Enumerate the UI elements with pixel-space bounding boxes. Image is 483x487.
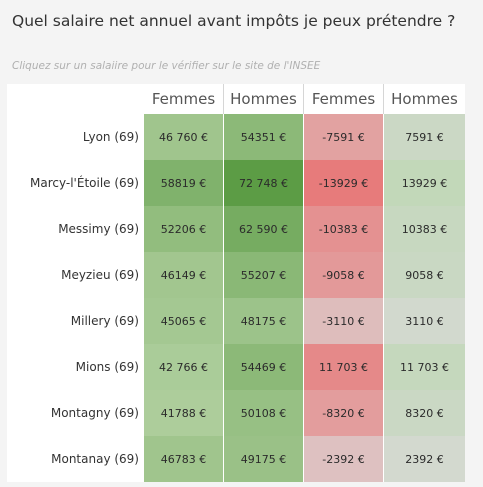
cell-ecart-hommes[interactable]: 10383 € [384, 206, 465, 252]
cell-femmes[interactable]: 46 760 € [144, 114, 223, 160]
cell-ecart-femmes[interactable]: -13929 € [304, 160, 383, 206]
cell-ecart-femmes[interactable]: -2392 € [304, 436, 383, 482]
cell-femmes[interactable]: 42 766 € [144, 344, 223, 390]
cell-hommes[interactable]: 50108 € [224, 390, 303, 436]
cell-hommes[interactable]: 54469 € [224, 344, 303, 390]
page-title: Quel salaire net annuel avant impôts je … [12, 12, 456, 30]
cell-ecart-hommes[interactable]: 13929 € [384, 160, 465, 206]
row-label: Mions (69) [75, 360, 139, 374]
cell-hommes[interactable]: 54351 € [224, 114, 303, 160]
cell-hommes[interactable]: 55207 € [224, 252, 303, 298]
cell-ecart-femmes[interactable]: -10383 € [304, 206, 383, 252]
header-ecart-hommes: Hommes [384, 84, 465, 114]
cell-femmes[interactable]: 45065 € [144, 298, 223, 344]
row-label: Meyzieu (69) [61, 268, 139, 282]
cell-ecart-hommes[interactable]: 9058 € [384, 252, 465, 298]
header-femmes: Femmes [144, 84, 223, 114]
header-ecart-femmes: Femmes [304, 84, 383, 114]
cell-hommes[interactable]: 48175 € [224, 298, 303, 344]
cell-hommes[interactable]: 72 748 € [224, 160, 303, 206]
cell-ecart-femmes[interactable]: 11 703 € [304, 344, 383, 390]
row-label: Millery (69) [70, 314, 139, 328]
cell-femmes[interactable]: 46783 € [144, 436, 223, 482]
row-label: Montagny (69) [50, 406, 139, 420]
cell-ecart-hommes[interactable]: 7591 € [384, 114, 465, 160]
cell-femmes[interactable]: 41788 € [144, 390, 223, 436]
header-separator [223, 84, 224, 114]
row-label: Montanay (69) [51, 452, 139, 466]
row-label: Marcy-l'Étoile (69) [30, 176, 139, 190]
page-subtitle: Cliquez sur un salaiire pour le vérifier… [12, 60, 321, 72]
cell-ecart-hommes[interactable]: 3110 € [384, 298, 465, 344]
cell-ecart-femmes[interactable]: -3110 € [304, 298, 383, 344]
row-label: Lyon (69) [82, 130, 139, 144]
salary-table: Femmes Hommes Femmes Hommes Lyon (69) 46 … [7, 84, 465, 482]
header-hommes: Hommes [224, 84, 303, 114]
cell-ecart-hommes[interactable]: 2392 € [384, 436, 465, 482]
header-separator [303, 84, 304, 114]
cell-ecart-hommes[interactable]: 8320 € [384, 390, 465, 436]
cell-femmes[interactable]: 46149 € [144, 252, 223, 298]
header-separator [383, 84, 384, 114]
cell-hommes[interactable]: 49175 € [224, 436, 303, 482]
cell-ecart-hommes[interactable]: 11 703 € [384, 344, 465, 390]
row-label: Messimy (69) [58, 222, 139, 236]
cell-femmes[interactable]: 58819 € [144, 160, 223, 206]
cell-hommes[interactable]: 62 590 € [224, 206, 303, 252]
cell-ecart-femmes[interactable]: -8320 € [304, 390, 383, 436]
cell-femmes[interactable]: 52206 € [144, 206, 223, 252]
cell-ecart-femmes[interactable]: -9058 € [304, 252, 383, 298]
cell-ecart-femmes[interactable]: -7591 € [304, 114, 383, 160]
